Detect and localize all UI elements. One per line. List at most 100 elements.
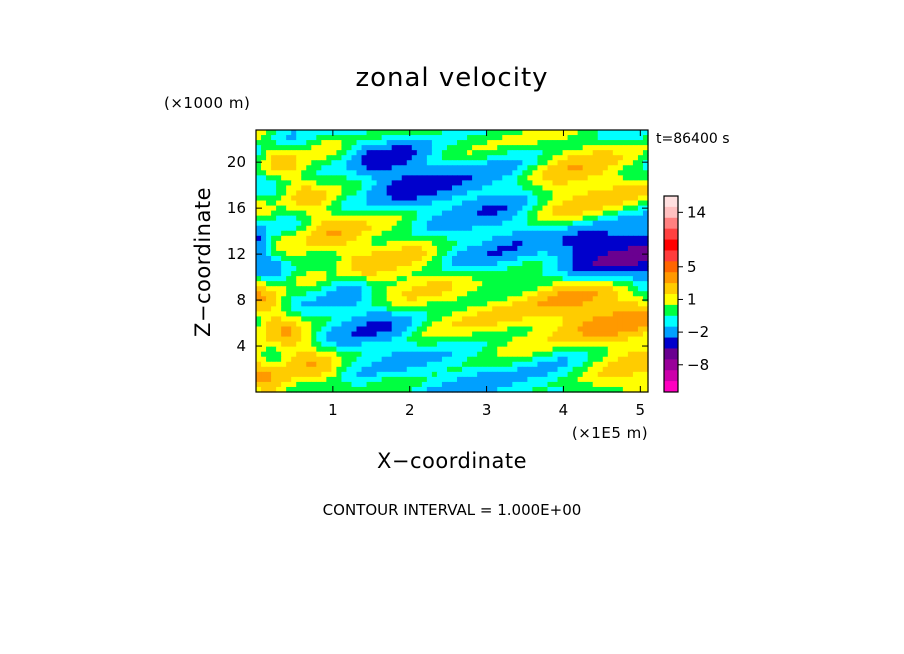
field-cell [276,240,282,247]
field-cell [622,215,629,222]
field-cell [291,190,297,197]
field-cell [497,321,503,328]
field-cell [281,321,287,328]
field-cell [446,386,453,393]
field-cell [642,376,649,383]
field-cell [502,230,508,237]
field-cell [386,170,393,176]
field-cell [286,250,292,257]
field-cell [492,386,498,393]
field-cell [497,205,503,212]
field-cell [627,205,634,212]
field-cell [281,331,287,338]
field-cell [607,165,614,171]
field-cell [406,250,413,257]
field-cell [256,135,262,141]
field-cell [341,155,348,161]
field-cell [492,245,498,252]
field-cell [386,376,393,383]
field-cell [421,341,428,348]
field-cell [487,276,493,282]
field-cell [642,361,649,368]
field-cell [281,261,287,267]
field-cell [431,306,438,312]
field-cell [622,255,629,262]
field-cell [426,185,433,192]
field-cell [542,175,549,181]
field-cell [487,165,493,171]
field-cell [406,301,413,307]
field-cell [341,296,348,302]
field-cell [502,316,508,323]
field-cell [542,296,549,302]
field-cell [622,135,629,141]
field-cell [637,316,644,323]
field-cell [517,225,523,232]
field-cell [642,170,649,176]
field-cell [587,286,594,292]
field-cell [567,150,574,156]
field-cell [321,190,327,197]
field-cell [607,190,614,197]
field-cell [617,261,624,267]
field-cell [607,271,614,277]
field-cell [547,255,554,262]
field-cell [261,366,267,373]
field-cell [577,185,584,192]
field-cell [326,185,332,192]
field-cell [482,271,488,277]
field-cell [457,205,463,212]
field-cell [441,235,448,242]
field-cell [266,336,272,343]
field-cell [592,210,599,217]
field-cell [306,185,312,192]
field-cell [406,271,413,277]
field-cell [547,336,554,343]
field-cell [592,255,599,262]
field-cell [572,311,579,318]
field-cell [256,291,262,297]
field-cell [522,281,528,287]
field-cell [291,215,297,222]
field-cell [321,180,327,187]
field-cell [602,135,609,141]
field-cell [346,200,353,207]
field-cell [381,301,388,307]
field-cell [452,180,458,187]
field-cell [547,371,554,378]
field-cell [587,336,594,343]
field-cell [441,245,448,252]
field-cell [356,316,363,323]
field-cell [266,145,272,151]
field-cell [612,351,619,358]
field-cell [276,336,282,343]
field-cell [617,366,624,373]
field-cell [376,386,383,393]
field-cell [557,386,564,393]
field-cell [271,140,277,146]
field-cell [547,331,554,338]
field-cell [431,215,438,222]
field-cell [411,386,418,393]
x-tick-label: 3 [482,401,492,419]
field-cell [291,210,297,217]
field-cell [416,336,423,343]
field-cell [547,266,554,272]
field-cell [552,286,559,292]
field-cell [346,296,353,302]
field-cell [507,180,513,187]
field-cell [612,190,619,197]
field-cell [467,155,473,161]
field-cell [381,180,388,187]
field-cell [617,371,624,378]
field-cell [376,301,383,307]
field-cell [627,261,634,267]
field-cell [326,180,332,187]
field-cell [336,160,343,166]
field-cell [547,200,554,207]
field-cell [622,276,629,282]
field-cell [416,341,423,348]
field-cell [406,200,413,207]
field-cell [366,361,373,368]
field-cell [431,175,438,181]
